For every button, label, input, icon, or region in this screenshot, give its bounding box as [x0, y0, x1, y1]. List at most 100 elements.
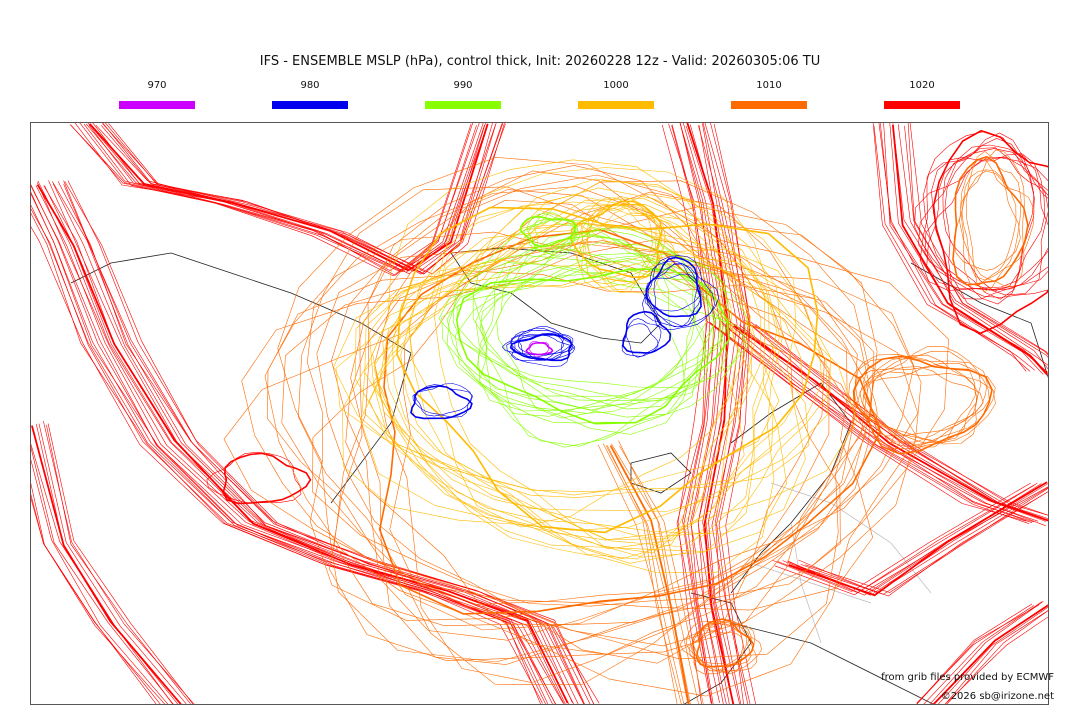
isobar-1020 [31, 459, 169, 704]
isobar-1020 [57, 181, 585, 704]
isobar-980 [412, 383, 473, 418]
isobar-1020 [750, 321, 1048, 516]
legend-item-990: 990 [425, 80, 501, 109]
isobar-980 [511, 333, 564, 361]
isobar-990 [472, 227, 702, 410]
coastline [730, 382, 852, 594]
isobar-990 [454, 231, 686, 424]
isobar-1010 [965, 151, 1022, 293]
isobar-980 [517, 333, 572, 361]
isobar-1010 [606, 445, 685, 704]
isobar-1000 [382, 224, 739, 560]
isobar-1020 [31, 204, 549, 704]
copyright-credit: ©2026 sb@irizone.net [940, 691, 1054, 702]
isobar-1020 [728, 319, 1046, 527]
isobar-1000 [364, 203, 778, 538]
isobar-990 [528, 218, 579, 253]
isobar-1010 [611, 443, 691, 704]
legend-swatch [578, 101, 654, 109]
isobar-1020 [31, 191, 556, 704]
isobar-1020 [38, 423, 187, 704]
legend-swatch [731, 101, 807, 109]
isobar-980 [415, 384, 473, 417]
isobar-1020 [721, 323, 1039, 522]
isobar-1000 [373, 194, 745, 512]
isobar-1020 [916, 604, 1040, 704]
isobar-1020 [679, 123, 724, 704]
isobar-1020 [31, 482, 165, 704]
isobar-1000 [355, 197, 781, 558]
isobar-1020 [787, 486, 1048, 595]
isobar-1020 [873, 125, 1031, 372]
isobar-1020 [698, 125, 745, 704]
isobar-1000 [586, 203, 653, 294]
isobar-1000 [369, 203, 756, 564]
isobar-990 [475, 248, 748, 448]
isobar-1000 [392, 248, 823, 550]
isobar-1010 [692, 629, 744, 672]
isobar-1010 [345, 270, 872, 655]
isobar-980 [644, 260, 701, 312]
isobar-1020 [805, 491, 1048, 593]
isobar-990 [477, 235, 706, 414]
isobar-1010 [960, 158, 1017, 286]
country-borders [750, 482, 932, 644]
isobar-980 [410, 385, 473, 420]
isobar-1000 [580, 203, 663, 288]
isobar-1010 [866, 366, 984, 437]
isobars [31, 123, 1048, 704]
isobar-1020 [69, 123, 472, 271]
isobar-990 [496, 266, 696, 419]
isobar-1020 [46, 424, 191, 704]
isobar-1020 [679, 123, 715, 704]
isobar-1010 [597, 444, 678, 704]
isobar-1020 [74, 123, 480, 276]
coastline [730, 622, 934, 704]
isobar-990 [519, 215, 577, 248]
isobar-1020 [923, 601, 1042, 704]
legend-label: 1020 [909, 80, 935, 91]
isobar-1020 [47, 423, 194, 704]
isobar-1020 [31, 212, 541, 704]
isobar-1020 [883, 123, 1044, 375]
isobar-1020 [702, 123, 750, 704]
isobar-1000 [360, 167, 858, 541]
isobar-1020 [206, 451, 302, 504]
isobar-1010 [306, 186, 919, 621]
isobar-1010 [350, 199, 830, 665]
legend-item-1010: 1010 [731, 80, 807, 109]
isobar-1020 [909, 123, 1048, 355]
isobar-1010 [602, 443, 682, 704]
isobar-1020 [724, 320, 1047, 522]
isobar-1020 [739, 324, 1048, 521]
isobar-1000 [372, 255, 831, 547]
isobar-1010 [316, 191, 825, 664]
isobar-1010 [854, 350, 976, 448]
isobar-1010 [277, 156, 949, 663]
isobar-1020 [31, 193, 557, 704]
isobar-1020 [88, 124, 488, 273]
isobar-1020 [698, 124, 738, 704]
isobar-980 [647, 262, 698, 327]
isobar-1020 [102, 123, 506, 273]
isobar-1020 [86, 123, 485, 271]
legend-label: 970 [147, 80, 167, 91]
isobar-1010 [953, 169, 1021, 271]
legend-label: 990 [453, 80, 473, 91]
isobar-1000 [333, 178, 806, 535]
isobar-1020 [798, 487, 1048, 593]
isobar-1010 [848, 354, 988, 443]
isobar-970 [528, 341, 550, 358]
coastline [910, 262, 1048, 379]
isobar-1020 [222, 452, 312, 505]
isobar-1010 [859, 365, 979, 443]
isobar-1020 [771, 482, 1031, 592]
isobar-1010 [871, 354, 996, 449]
isobar-1010 [264, 206, 922, 697]
isobar-990 [446, 262, 715, 447]
isobar-1020 [31, 184, 564, 704]
isobar-1010 [952, 155, 1029, 286]
isobar-1010 [863, 346, 982, 445]
isobar-1020 [67, 180, 600, 704]
isobar-1020 [944, 147, 1048, 300]
